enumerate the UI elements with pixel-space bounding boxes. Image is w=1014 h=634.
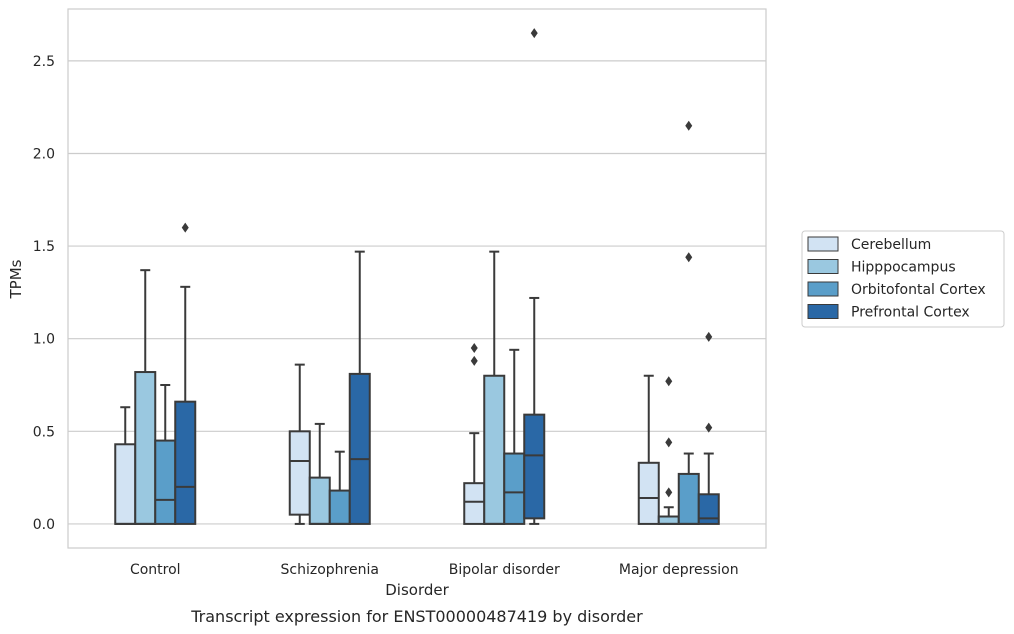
box — [503, 452, 526, 525]
box-group — [523, 28, 546, 525]
outlier-marker — [705, 422, 713, 433]
outlier-marker — [685, 252, 693, 263]
box-group — [328, 450, 351, 525]
box-group — [308, 422, 331, 525]
outlier-marker — [470, 342, 478, 353]
outlier-marker — [665, 376, 673, 387]
y-tick-label: 1.5 — [33, 239, 55, 255]
box-group — [697, 331, 720, 525]
legend-frame — [801, 230, 1005, 328]
y-tick-label: 2.5 — [33, 54, 55, 70]
y-tick-label: 0.5 — [33, 424, 55, 440]
outlier-marker — [665, 487, 673, 498]
legend-swatch — [807, 281, 839, 297]
x-tick-label: Bipolar disorder — [449, 562, 560, 578]
box — [308, 476, 331, 525]
box-group — [677, 120, 700, 525]
plot-area-frame — [67, 8, 767, 549]
outlier-marker — [530, 28, 538, 39]
box — [174, 400, 197, 525]
y-tick-label: 1.0 — [33, 332, 55, 348]
box — [328, 489, 351, 525]
legend-label: Cerebellum — [851, 237, 931, 253]
box — [134, 371, 157, 525]
box-group — [174, 222, 197, 525]
box — [288, 430, 311, 516]
box-group — [348, 250, 371, 525]
box — [677, 472, 700, 525]
box-group — [503, 348, 526, 525]
box-group — [463, 342, 486, 525]
y-axis-label: TPMs — [7, 259, 25, 299]
box — [657, 515, 680, 525]
x-axis-label: Disorder — [385, 581, 449, 599]
box — [154, 439, 177, 525]
box-group — [657, 376, 680, 525]
box — [348, 372, 371, 525]
outlier-marker — [181, 222, 189, 233]
outlier-marker — [665, 437, 673, 448]
legend-swatch — [807, 304, 839, 319]
box — [463, 482, 486, 525]
chart-title: Transcript expression for ENST0000048741… — [190, 607, 643, 626]
legend-swatch — [807, 259, 839, 274]
outlier-marker — [470, 355, 478, 366]
legend-label: Orbitofontal Cortex — [851, 282, 986, 298]
box-group — [288, 363, 311, 525]
legend-label: Prefrontal Cortex — [851, 305, 970, 321]
box-group — [154, 384, 177, 525]
box-group — [114, 406, 137, 525]
legend-label: Hipppocampus — [851, 260, 956, 276]
box — [697, 493, 720, 525]
box — [637, 461, 660, 525]
x-tick-label: Control — [130, 562, 181, 578]
box-series — [114, 28, 720, 525]
y-tick-label: 0.0 — [33, 517, 55, 533]
x-tick-labels: Control Schizophrenia Bipolar disorder Majo… — [130, 562, 739, 578]
outlier-marker — [685, 120, 693, 131]
box — [483, 374, 506, 525]
box — [523, 413, 546, 520]
box-group — [637, 374, 660, 525]
legend-swatch — [807, 236, 839, 252]
y-tick-labels: 0.0 0.5 1.0 1.5 2.0 2.5 — [33, 54, 55, 533]
legend: Cerebellum Hipppocampus Orbitofontal Corte… — [801, 230, 1005, 328]
x-tick-label: Schizophrenia — [281, 562, 379, 578]
y-tick-label: 2.0 — [33, 146, 55, 162]
box — [114, 443, 137, 525]
outlier-marker — [705, 331, 713, 342]
box-group — [134, 269, 157, 525]
box-group — [483, 250, 506, 525]
x-tick-label: Major depression — [619, 562, 739, 578]
